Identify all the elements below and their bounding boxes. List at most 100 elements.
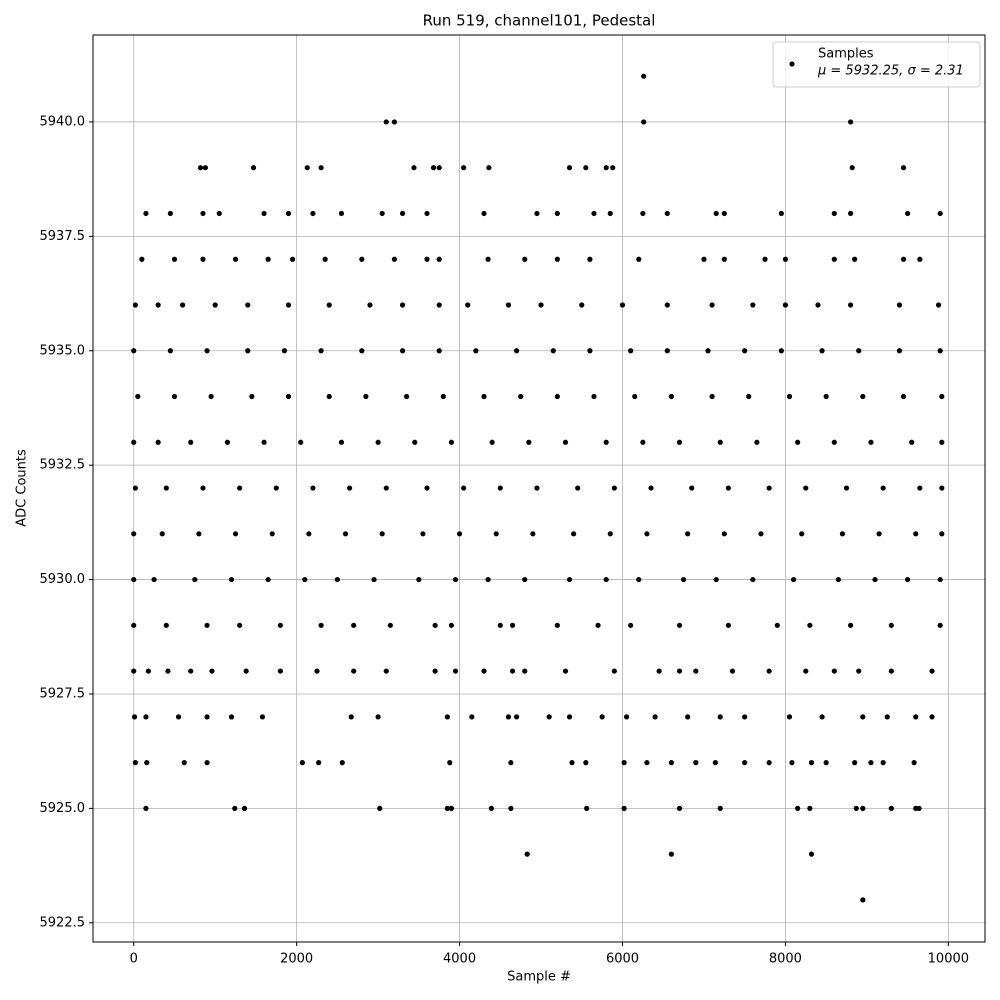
point xyxy=(485,576,491,583)
point xyxy=(379,210,385,217)
point xyxy=(131,439,137,445)
point xyxy=(359,256,365,262)
point xyxy=(151,576,157,583)
point xyxy=(249,393,255,400)
point xyxy=(640,210,646,217)
point xyxy=(939,531,945,537)
point xyxy=(937,576,943,583)
point xyxy=(167,348,173,354)
x-tick-label: 6000 xyxy=(606,952,639,967)
point xyxy=(611,668,617,674)
point xyxy=(436,165,442,171)
point xyxy=(486,165,492,171)
point xyxy=(171,393,178,400)
x-tick-label: 10000 xyxy=(928,952,969,967)
y-tick-label: 5937.5 xyxy=(40,229,86,244)
point xyxy=(188,439,194,445)
point xyxy=(579,302,585,308)
point xyxy=(808,851,815,857)
point xyxy=(436,302,442,308)
point xyxy=(900,256,907,262)
point xyxy=(664,210,670,217)
point xyxy=(905,576,911,583)
point xyxy=(444,805,450,811)
point xyxy=(562,668,569,674)
point xyxy=(143,805,149,811)
point xyxy=(860,714,866,720)
point xyxy=(607,210,613,217)
point xyxy=(261,439,267,445)
point xyxy=(277,668,283,674)
point xyxy=(489,439,495,445)
point xyxy=(163,622,169,628)
point xyxy=(583,760,589,766)
point xyxy=(245,348,251,354)
point xyxy=(803,485,809,491)
point xyxy=(587,256,593,262)
point xyxy=(404,393,410,400)
point xyxy=(497,485,503,491)
point xyxy=(232,805,238,811)
point xyxy=(310,210,316,217)
point xyxy=(937,210,943,217)
point xyxy=(789,760,795,766)
point xyxy=(916,805,922,811)
point xyxy=(795,439,801,445)
point xyxy=(705,348,711,354)
point xyxy=(481,668,487,674)
point xyxy=(831,210,837,217)
point xyxy=(265,576,271,583)
point xyxy=(774,622,780,628)
point xyxy=(131,576,137,583)
legend-marker xyxy=(789,61,795,67)
chart-title: Run 519, channel101, Pedestal xyxy=(423,12,656,30)
point xyxy=(424,256,430,262)
point xyxy=(591,210,597,217)
point xyxy=(351,668,357,674)
point xyxy=(725,622,731,628)
point xyxy=(383,485,389,491)
point xyxy=(566,165,573,171)
point xyxy=(860,393,866,400)
point xyxy=(412,439,418,445)
point xyxy=(900,393,907,400)
point xyxy=(216,210,222,217)
point xyxy=(831,439,837,445)
point xyxy=(808,760,815,766)
point xyxy=(807,805,813,811)
point xyxy=(782,256,789,262)
point xyxy=(171,256,178,262)
point xyxy=(200,256,206,262)
point xyxy=(929,668,935,674)
point xyxy=(131,348,137,354)
point xyxy=(766,760,772,766)
point xyxy=(852,760,858,766)
point xyxy=(884,714,890,720)
point xyxy=(379,531,385,537)
point xyxy=(762,256,768,262)
point xyxy=(717,805,723,811)
point xyxy=(623,714,630,720)
point xyxy=(534,210,540,217)
point xyxy=(872,576,878,583)
point xyxy=(652,714,658,720)
point xyxy=(452,668,459,674)
point xyxy=(302,576,308,583)
y-tick-label: 5932.5 xyxy=(40,458,86,473)
point xyxy=(619,302,626,308)
point xyxy=(880,485,886,491)
point xyxy=(880,760,886,766)
point xyxy=(481,210,487,217)
point xyxy=(778,348,784,354)
point xyxy=(167,210,173,217)
point xyxy=(461,485,467,491)
point xyxy=(701,256,707,262)
point xyxy=(304,165,310,171)
point xyxy=(888,622,894,628)
point xyxy=(721,210,727,217)
point xyxy=(375,714,381,720)
x-axis-label: Sample # xyxy=(507,970,571,985)
point xyxy=(180,302,186,308)
point xyxy=(209,668,215,674)
point xyxy=(847,119,854,125)
